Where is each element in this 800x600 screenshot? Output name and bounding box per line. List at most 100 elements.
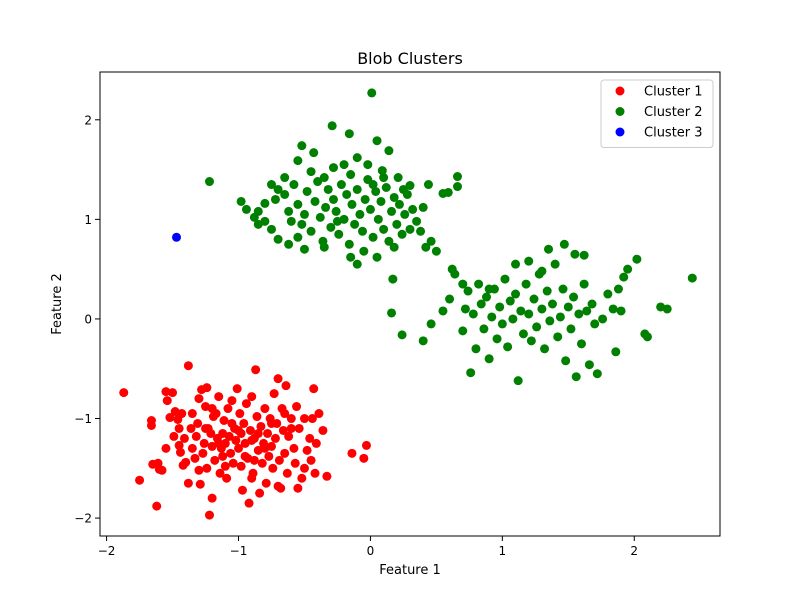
data-point [412, 216, 422, 226]
data-point [234, 443, 244, 453]
data-point [482, 292, 492, 302]
data-point [576, 339, 586, 349]
data-point [227, 396, 237, 406]
data-point [392, 219, 402, 229]
data-point [416, 226, 426, 236]
data-point [305, 433, 315, 443]
data-point [484, 354, 494, 364]
data-point [460, 304, 470, 314]
data-point [508, 314, 518, 324]
data-point [247, 392, 257, 402]
data-point [322, 471, 332, 481]
data-point [204, 177, 214, 187]
data-point [311, 438, 321, 448]
data-point [161, 387, 171, 397]
data-point [255, 488, 265, 498]
data-point [299, 414, 309, 424]
data-point [558, 284, 568, 294]
data-point [547, 299, 557, 309]
legend-label: Cluster 1 [644, 85, 703, 100]
data-point [346, 170, 356, 180]
data-point [284, 431, 294, 441]
data-point [468, 309, 478, 319]
data-point [438, 306, 448, 316]
data-point [344, 129, 354, 139]
data-point [450, 269, 460, 279]
data-point [359, 246, 369, 256]
data-point [529, 294, 539, 304]
data-point [306, 226, 316, 236]
data-point [294, 423, 304, 433]
data-point [400, 209, 410, 219]
data-point [326, 222, 336, 232]
data-point [544, 244, 554, 254]
data-point [323, 184, 333, 194]
data-point [376, 196, 386, 206]
legend: Cluster 1 Cluster 2 Cluster 3 [600, 79, 714, 148]
data-point [334, 229, 344, 239]
data-point [318, 425, 328, 435]
data-point [313, 177, 323, 187]
data-point [497, 319, 507, 329]
data-point [331, 206, 341, 216]
data-point [479, 324, 489, 334]
data-point [632, 254, 642, 264]
data-point [309, 384, 319, 394]
data-point [119, 388, 129, 398]
data-point [284, 239, 294, 249]
data-point [302, 186, 312, 196]
data-point [253, 219, 263, 229]
data-point [302, 445, 312, 455]
data-point [293, 199, 303, 209]
data-point [290, 458, 300, 468]
data-point [177, 409, 187, 419]
data-point [286, 414, 296, 424]
data-point [244, 498, 254, 508]
data-point [458, 279, 468, 289]
data-point [226, 448, 236, 458]
data-point [518, 329, 528, 339]
data-point [251, 365, 261, 375]
data-point [215, 468, 225, 478]
data-point [336, 180, 346, 190]
data-point [503, 342, 513, 352]
data-point [292, 402, 302, 412]
data-point [623, 264, 633, 274]
data-point [256, 421, 266, 431]
data-point [237, 485, 247, 495]
data-point [613, 284, 623, 294]
data-point [201, 423, 211, 433]
data-point [315, 212, 325, 222]
y-tick-label: 0 [84, 312, 92, 326]
data-point [344, 239, 354, 249]
data-point [293, 483, 303, 493]
legend-label: Cluster 2 [644, 105, 703, 120]
data-point [224, 431, 234, 441]
data-point [193, 418, 203, 428]
data-point [280, 409, 290, 419]
data-point [169, 431, 179, 441]
data-point [257, 458, 267, 468]
data-point [592, 369, 602, 379]
data-point [249, 455, 259, 465]
data-point [281, 381, 291, 391]
x-tick-label: 0 [367, 544, 375, 558]
data-point [405, 181, 415, 191]
data-point [299, 244, 309, 254]
data-point [286, 423, 296, 433]
data-point [270, 194, 280, 204]
legend-marker [615, 107, 625, 116]
data-point [463, 286, 473, 296]
chart-title: Blob Clusters [357, 49, 463, 68]
legend-box [600, 79, 714, 148]
data-point [598, 314, 608, 324]
data-point [299, 463, 309, 473]
data-point [545, 316, 555, 326]
data-point [347, 448, 357, 458]
legend-marker [615, 86, 625, 96]
data-point [387, 206, 397, 216]
data-point [194, 394, 204, 404]
data-point [495, 302, 505, 312]
data-point [426, 236, 436, 246]
